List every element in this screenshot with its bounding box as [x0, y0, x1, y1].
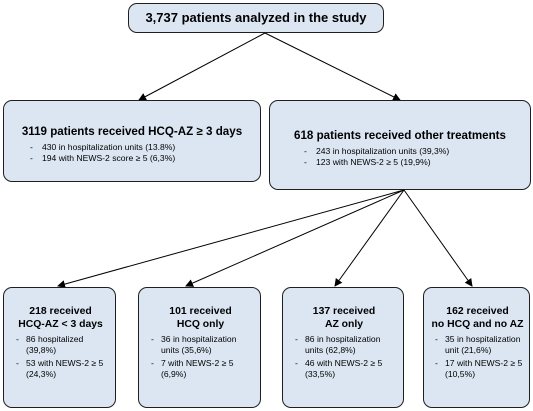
bottom-box-1: 218 received HCQ-AZ < 3 days 86 hospital… [3, 287, 116, 408]
arrow-mid-right-to-bottom-2 [185, 189, 405, 287]
bottom-2-bullet-1: 36 in hospitalization units (35,6%) [147, 334, 254, 356]
mid-left-box: 3119 patients received HCQ-AZ ≥ 3 days 4… [3, 100, 261, 182]
arrow-top-to-mid-left [138, 32, 266, 101]
bottom-3-bullet-1: 86 in hospitalization units (62,8%) [291, 334, 397, 356]
top-box-title: 3,737 patients analyzed in the study [145, 10, 367, 25]
mid-left-title: 3119 patients received HCQ-AZ ≥ 3 days [21, 125, 243, 138]
bottom-box-4: 162 received no HCQ and no AZ 35 in hosp… [423, 287, 530, 408]
bottom-4-bullet-1: 35 in hospitalization unit (21,6%) [431, 334, 524, 356]
arrow-mid-right-to-bottom-3 [334, 189, 405, 287]
bottom-2-title-line1: 101 received [169, 306, 232, 317]
bottom-box-3: 137 received AZ only 86 in hospitalizati… [282, 287, 404, 408]
bottom-1-bullet-2: 53 with NEWS-2 ≥ 5 (24,3%) [12, 358, 109, 380]
bottom-3-title-line1: 137 received [312, 306, 376, 317]
mid-left-bullet-1: 430 in hospitalization units (13.8%) [26, 142, 260, 153]
bottom-3-title-line2: AZ only [324, 318, 364, 330]
bottom-4-bullet-2: 17 with NEWS-2 ≥ 5 (10,5%) [431, 358, 524, 380]
mid-right-title: 618 patients received other treatments [294, 129, 506, 142]
mid-right-bullet-2: 123 with NEWS-2 ≥ 5 (19,9%) [300, 157, 530, 168]
mid-right-bullet-1: 243 in hospitalization units (39,3%) [300, 146, 530, 157]
bottom-1-bullet-1: 86 hospitalized (39,8%) [12, 334, 109, 356]
bottom-2-title-line2: HCQ only [176, 318, 225, 330]
bottom-3-bullet-2: 46 with NEWS-2 ≥ 5 (33,5%) [291, 358, 397, 380]
bottom-2-bullet-2: 7 with NEWS-2 ≥ 5 (6,9%) [147, 358, 254, 380]
bottom-1-title-line2: HCQ-AZ < 3 days [18, 318, 103, 330]
bottom-4-title-line1: 162 received [446, 306, 509, 317]
top-box: 3,737 patients analyzed in the study [128, 3, 384, 33]
mid-left-bullet-2: 194 with NEWS-2 score ≥ 5 (6,3%) [26, 153, 260, 164]
bottom-4-title-line2: no HCQ and no AZ [431, 318, 524, 330]
arrow-top-to-mid-right [264, 32, 401, 101]
mid-right-box: 618 patients received other treatments 2… [269, 100, 531, 190]
arrow-mid-right-to-bottom-4 [403, 189, 473, 287]
arrow-mid-right-to-bottom-1 [57, 189, 405, 288]
bottom-1-title-line1: 218 received [29, 306, 92, 317]
bottom-box-2: 101 received HCQ only 36 in hospitalizat… [138, 287, 261, 408]
